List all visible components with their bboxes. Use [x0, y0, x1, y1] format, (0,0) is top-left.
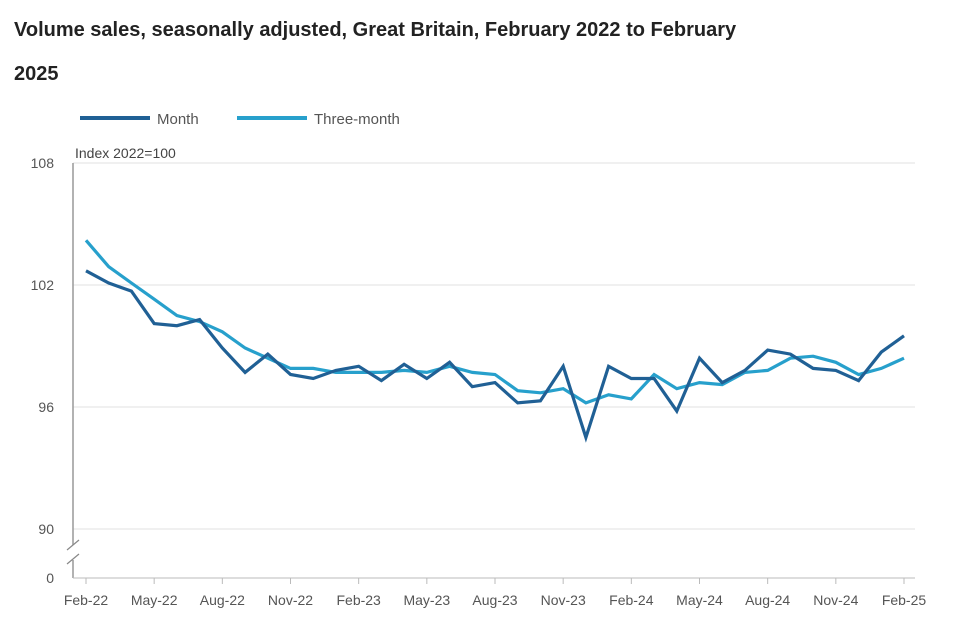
- y-tick-label: 0: [46, 570, 54, 586]
- x-tick-label: Feb-23: [336, 592, 381, 608]
- x-tick-label: May-22: [131, 592, 178, 608]
- x-tick-label: Aug-24: [745, 592, 790, 608]
- y-axis-label: Index 2022=100: [75, 145, 176, 161]
- axis-break-mark: [66, 553, 80, 565]
- x-tick-label: Feb-25: [882, 592, 927, 608]
- series-line-three-month: [84, 239, 905, 405]
- x-tick-label: May-23: [403, 592, 450, 608]
- x-tick-label: Feb-24: [609, 592, 654, 608]
- series-line-month: [85, 269, 905, 443]
- y-tick-label: 108: [31, 155, 55, 171]
- x-tick-label: Aug-22: [200, 592, 245, 608]
- x-tick-label: Nov-22: [268, 592, 313, 608]
- x-tick-label: Nov-23: [541, 592, 586, 608]
- y-tick-label: 90: [38, 521, 54, 537]
- legend-label: Three-month: [314, 111, 400, 128]
- x-tick-label: Nov-24: [813, 592, 858, 608]
- x-tick-label: Feb-22: [64, 592, 109, 608]
- chart-title: Volume sales, seasonally adjusted, Great…: [14, 19, 737, 85]
- y-tick-label: 102: [31, 277, 55, 293]
- legend-label: Month: [157, 111, 199, 128]
- y-tick-label: 96: [38, 399, 54, 415]
- x-tick-label: May-24: [676, 592, 723, 608]
- x-tick-label: Aug-23: [472, 592, 517, 608]
- axis-break-mark: [66, 539, 80, 551]
